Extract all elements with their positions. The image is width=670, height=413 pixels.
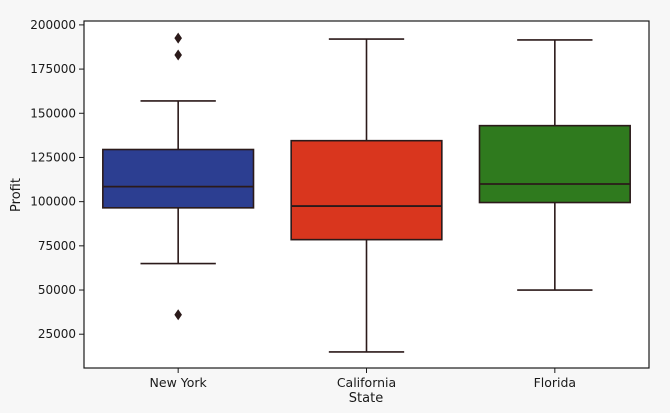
y-tick-label: 125000: [30, 150, 76, 164]
y-tick-label: 175000: [30, 62, 76, 76]
y-tick-label: 100000: [30, 195, 76, 209]
x-axis: New York California Florida: [150, 368, 577, 390]
box-group: [102, 32, 255, 321]
y-tick-label: 200000: [30, 18, 76, 32]
box-group: [478, 39, 631, 291]
y-tick-label: 25000: [38, 327, 76, 341]
y-axis-label: Profit: [9, 178, 24, 212]
box-group: [290, 38, 443, 353]
iqr-box: [102, 148, 255, 209]
boxes: [102, 32, 631, 353]
y-axis: 25000 50000 75000 100000 125000 150000 175000 2…: [30, 18, 84, 341]
y-tick-label: 50000: [38, 283, 76, 297]
outlier-point: [174, 32, 182, 44]
x-axis-label: State: [349, 391, 383, 406]
x-tick-label: California: [337, 375, 396, 390]
iqr-box: [478, 124, 631, 204]
outlier-point: [174, 309, 182, 321]
y-tick-label: 75000: [38, 239, 76, 253]
x-tick-label: New York: [150, 375, 208, 390]
x-tick-label: Florida: [534, 375, 577, 390]
outlier-point: [174, 49, 182, 61]
y-tick-label: 150000: [30, 106, 76, 120]
iqr-box: [290, 139, 443, 241]
